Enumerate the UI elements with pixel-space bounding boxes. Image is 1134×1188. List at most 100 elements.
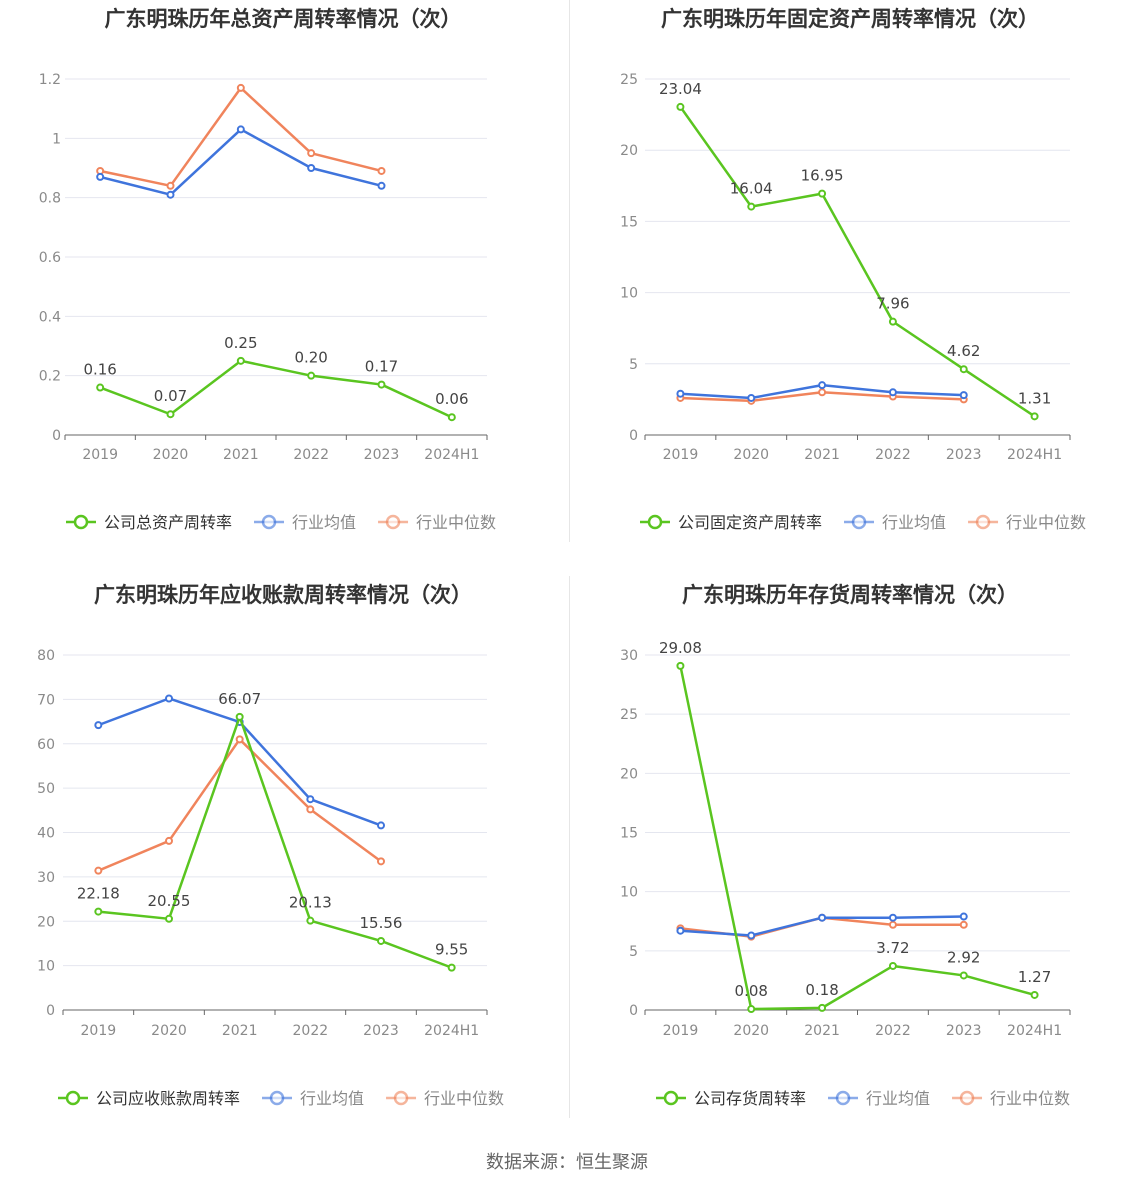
x-tick-label: 2022	[875, 1023, 911, 1039]
chart-receivables-turnover-svg: 广东明珠历年应收账款周转率情况（次） 0 10 20 30 40 50 60 70 80 2019 2…	[37, 583, 504, 1108]
data-point-company	[377, 380, 386, 389]
data-point-avg	[307, 164, 316, 172]
data-point-median	[377, 166, 386, 175]
data-label: 20.55	[148, 892, 191, 910]
data-point-avg	[96, 172, 105, 181]
series-line-company	[679, 106, 1036, 418]
data-point-company	[94, 907, 103, 916]
data-label: 4.62	[947, 342, 980, 360]
data-point-avg	[888, 388, 897, 397]
legend-marker-avg	[851, 514, 867, 530]
chart-title: 广东明珠历年存货周转率情况（次）	[682, 583, 1018, 607]
data-label: 16.95	[801, 167, 844, 185]
legend-marker-median	[975, 514, 991, 530]
series-line-avg	[99, 128, 382, 196]
data-point-avg	[165, 694, 173, 703]
data-point-company	[447, 413, 456, 422]
data-point-company	[166, 410, 175, 419]
data-label: 0.08	[735, 982, 768, 1000]
chart-fixed-asset-turnover-svg: 广东明珠历年固定资产周转率情况（次） 0 5 10 15 20 25 2019 2020 2021…	[620, 7, 1086, 532]
divider-top	[569, 0, 570, 542]
data-label: 3.72	[876, 939, 909, 957]
y-tick-label: 1.2	[39, 72, 61, 88]
data-point-company	[96, 383, 105, 392]
legend-label-median: 行业中位数	[424, 1089, 504, 1108]
data-label: 0.07	[154, 387, 187, 405]
y-tick-label: 0.6	[39, 250, 61, 266]
divider-bottom	[569, 576, 570, 1118]
data-point-avg	[676, 389, 685, 398]
y-tick-label: 25	[620, 72, 638, 88]
data-label: 0.17	[365, 358, 398, 376]
x-tick-label: 2023	[946, 447, 982, 463]
data-point-avg	[94, 721, 103, 730]
data-point-median	[818, 388, 827, 397]
x-tick-label: 2021	[804, 1023, 840, 1039]
chart-total-asset-turnover-svg: 广东明珠历年总资产周转率情况（次） 0 0.2 0.4 0.6 0.8 1 1.2 2019 20…	[39, 7, 496, 532]
data-label: 66.07	[218, 690, 261, 708]
data-point-company	[306, 916, 315, 925]
data-point-avg	[818, 381, 827, 390]
legend-label-median: 行业中位数	[416, 513, 496, 532]
y-tick-label: 80	[37, 648, 55, 664]
y-tick-label: 20	[37, 914, 55, 930]
y-tick-label: 10	[620, 885, 638, 901]
x-tick-label: 2021	[223, 447, 259, 463]
legend-marker-avg	[261, 514, 277, 530]
chart-inventory-turnover-svg: 广东明珠历年存货周转率情况（次） 0 5 10 15 20 25 30 2019 2020 2021…	[620, 583, 1071, 1108]
data-point-company	[959, 365, 968, 374]
data-point-median	[94, 866, 103, 875]
chart-inventory-turnover: 广东明珠历年存货周转率情况（次） 0 5 10 15 20 25 30 2019 2020 2021…	[567, 576, 1134, 1152]
x-tick-label: 2022	[875, 447, 911, 463]
data-label: 2.92	[947, 948, 980, 966]
data-point-median	[306, 805, 315, 814]
data-label: 1.31	[1018, 389, 1051, 407]
data-point-median	[236, 83, 245, 92]
y-tick-label: 1	[52, 131, 61, 147]
series-line-company	[98, 715, 453, 969]
data-point-company	[888, 961, 897, 970]
legend-label-avg: 行业均值	[300, 1089, 364, 1108]
y-tick-label: 20	[620, 766, 638, 782]
data-point-company	[307, 371, 316, 380]
data-point-company	[747, 202, 756, 211]
data-point-company	[165, 914, 173, 923]
data-source: 数据来源：恒生聚源	[486, 1152, 648, 1173]
y-tick-label: 5	[629, 357, 638, 373]
x-tick-label: 2024H1	[1007, 1023, 1062, 1039]
legend-label-company: 公司存货周转率	[694, 1089, 806, 1108]
data-point-median	[377, 857, 385, 866]
y-tick-label: 0.8	[39, 191, 61, 207]
data-point-company	[676, 661, 685, 670]
y-tick-label: 0	[52, 428, 61, 444]
y-tick-label: 0	[629, 1003, 638, 1019]
x-tick-label: 2024H1	[424, 1023, 479, 1039]
data-point-company	[747, 1005, 756, 1014]
data-point-median	[959, 920, 968, 929]
y-tick-label: 0	[46, 1003, 55, 1019]
series-line-median	[99, 86, 382, 188]
data-point-avg	[377, 821, 385, 830]
x-tick-label: 2019	[663, 447, 699, 463]
y-tick-label: 10	[37, 959, 55, 975]
data-point-avg	[747, 393, 756, 402]
data-point-avg	[959, 391, 968, 400]
series-line-company	[679, 665, 1035, 1011]
data-label: 20.13	[289, 894, 332, 912]
x-tick-label: 2023	[363, 1023, 399, 1039]
x-tick-label: 2022	[293, 447, 329, 463]
x-tick-label: 2024H1	[424, 447, 479, 463]
legend-marker-company	[73, 514, 89, 530]
y-tick-label: 60	[37, 737, 55, 753]
data-point-company	[1030, 412, 1039, 421]
data-point-avg	[747, 931, 756, 940]
data-label: 0.25	[224, 334, 257, 352]
series-line-company	[99, 359, 453, 419]
x-tick-label: 2021	[804, 447, 840, 463]
chart-title: 广东明珠历年固定资产周转率情况（次）	[661, 7, 1039, 31]
data-label: 1.27	[1018, 968, 1051, 986]
y-tick-label: 10	[620, 286, 638, 302]
data-point-company	[676, 102, 685, 111]
x-tick-label: 2019	[663, 1023, 699, 1039]
x-tick-label: 2024H1	[1007, 447, 1062, 463]
